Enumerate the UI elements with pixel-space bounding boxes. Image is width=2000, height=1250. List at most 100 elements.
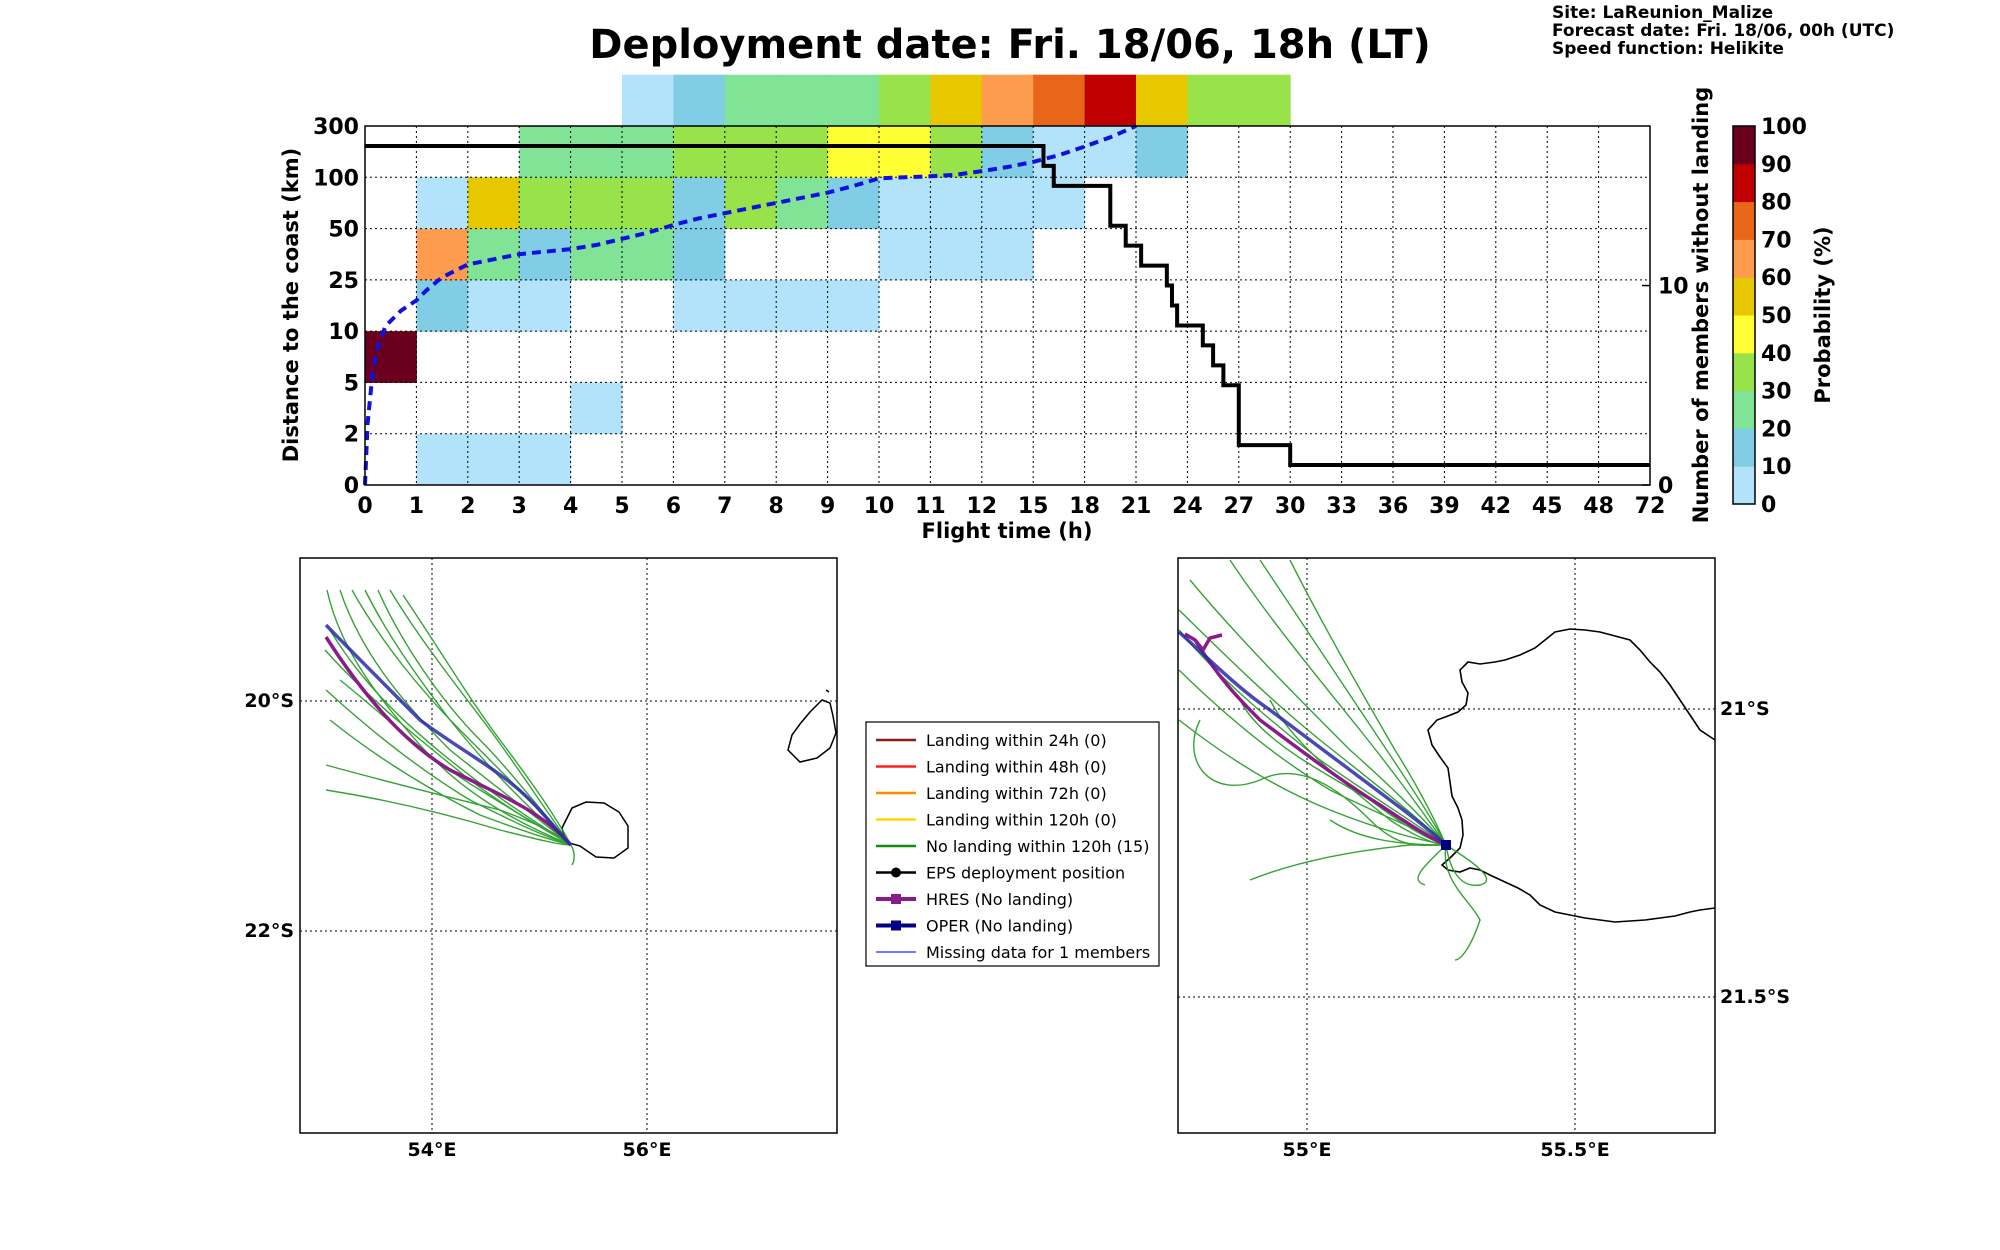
map2-lat-tick: 21°S [1720,698,1770,720]
colorbar-tick-label: 40 [1761,342,1792,367]
map2-lat-tick: 21.5°S [1720,986,1790,1008]
map1-frame [299,557,838,1134]
heatmap-grid [365,126,1650,485]
heatmap-cell [879,74,931,127]
x-tick-label: 33 [1326,494,1357,519]
map1-lat-tick: 22°S [244,920,294,942]
y-tick-label: 2 [344,423,359,448]
x-tick-label: 72 [1635,494,1666,519]
x-tick-label: 39 [1429,494,1460,519]
x-tick-label: 27 [1223,494,1254,519]
x-tick-label: 11 [915,494,946,519]
heatmap-cell [622,177,674,230]
legend-label: EPS deployment position [926,864,1125,883]
heatmap-cell [622,126,674,178]
legend-marker [891,867,901,878]
x-tick-label: 3 [512,494,527,519]
colorbar-frame [1732,125,1756,505]
y2-tick-label: 10 [1658,275,1689,300]
heatmap-cell [776,74,829,127]
x-tick-label: 2 [460,494,475,519]
x-tick-label: 42 [1480,494,1511,519]
heatmap-cell [570,126,623,178]
heatmap-cell [981,228,1034,281]
heatmap-cell [827,177,880,230]
map2-hres-track [1184,632,1447,847]
forecast-date-label: Forecast date: Fri. 18/06, 00h (UTC) [1552,21,1894,41]
map1-hres-track [324,636,573,847]
x-tick-labels: 0 1 2 3 4 5 6 7 8 9 10 11 12 15 18 21 24 27 30 33 36 39 42 45 48… [357,494,1665,519]
heatmap-cells [365,74,1291,486]
x-tick-label: 10 [864,494,895,519]
heatmap-cell [519,177,572,230]
heatmap-cell [519,433,572,486]
heatmap-cell [673,74,726,127]
heatmap-cell [570,382,623,435]
x-tick-label: 5 [614,494,629,519]
heatmap-cell [724,279,777,332]
map1-lon-tick: 54°E [408,1139,457,1161]
y-tick-label: 5 [344,371,359,396]
heatmap-cell [416,177,469,230]
legend-label: Landing within 48h (0) [926,758,1107,777]
map2-frame [1177,557,1716,1134]
y-tick-label: 50 [328,218,359,243]
colorbar-swatch [1733,466,1755,505]
x-tick-label: 30 [1275,494,1306,519]
heatmap-cell [519,126,572,178]
colorbar-tick-label: 50 [1761,304,1792,329]
x-axis-label: Flight time (h) [922,519,1093,543]
colorbar-tick-label: 30 [1761,380,1792,405]
colorbar-tick-label: 20 [1761,417,1792,442]
legend-label: Missing data for 1 members [926,943,1150,962]
x-tick-label: 48 [1583,494,1614,519]
y-axis-label: Distance to the coast (km) [279,148,303,463]
x-tick-label: 18 [1069,494,1100,519]
legend-items: Landing within 24h (0) Landing within 48h… [876,731,1150,962]
heatmap-cell [827,126,880,178]
heatmap-cell [930,74,983,127]
heatmap-cell [570,177,623,230]
heatmap-cell [570,228,623,281]
colorbar-swatch [1733,201,1755,240]
x-tick-label: 7 [717,494,732,519]
heatmap-cell [1084,74,1137,127]
legend-label: Landing within 72h (0) [926,784,1107,803]
y-tick-label: 10 [328,320,359,345]
x-tick-label: 45 [1532,494,1563,519]
x-tick-label: 12 [966,494,997,519]
colorbar-swatch [1733,390,1755,429]
heatmap-cell [673,177,726,230]
heatmap-cell [724,74,777,127]
map1-oper-track [324,623,573,847]
legend-label: Landing within 24h (0) [926,731,1107,750]
heatmap-cell [622,228,674,281]
colorbar-swatch [1733,315,1755,354]
median-distance-line [363,124,1137,486]
site-label: Site: LaReunion_Malize [1552,3,1773,23]
heatmap-cell [776,279,829,332]
colorbar-tick-label: 90 [1761,153,1792,178]
heatmap-cell [827,74,880,127]
heatmap-cell [467,177,520,230]
speed-function-label: Speed function: Helikite [1552,39,1784,59]
heatmap-cell [622,74,674,127]
map2-deployment-marker [1441,840,1451,850]
colorbar-tick-label: 0 [1761,493,1776,518]
heatmap-cell [930,177,983,230]
y2-tick-labels: 0 10 [1642,275,1689,499]
colorbar-label: Probability (%) [1811,226,1835,403]
legend-marker [891,920,901,931]
map2-ensemble-trajectories [1178,559,1488,961]
heatmap-cell [416,228,469,281]
x-tick-label: 6 [666,494,681,519]
heatmap-cell [467,279,520,332]
x-tick-label: 21 [1121,494,1152,519]
legend-label: OPER (No landing) [926,917,1073,936]
colorbar-swatch [1733,126,1755,165]
heatmap-cell [416,433,469,486]
colorbar-tick-labels: 0 10 20 30 40 50 60 70 80 90 100 [1761,115,1807,518]
map2-lon-tick: 55°E [1283,1139,1332,1161]
map2-grid [1178,558,1715,1133]
y-tick-label: 300 [313,115,359,140]
